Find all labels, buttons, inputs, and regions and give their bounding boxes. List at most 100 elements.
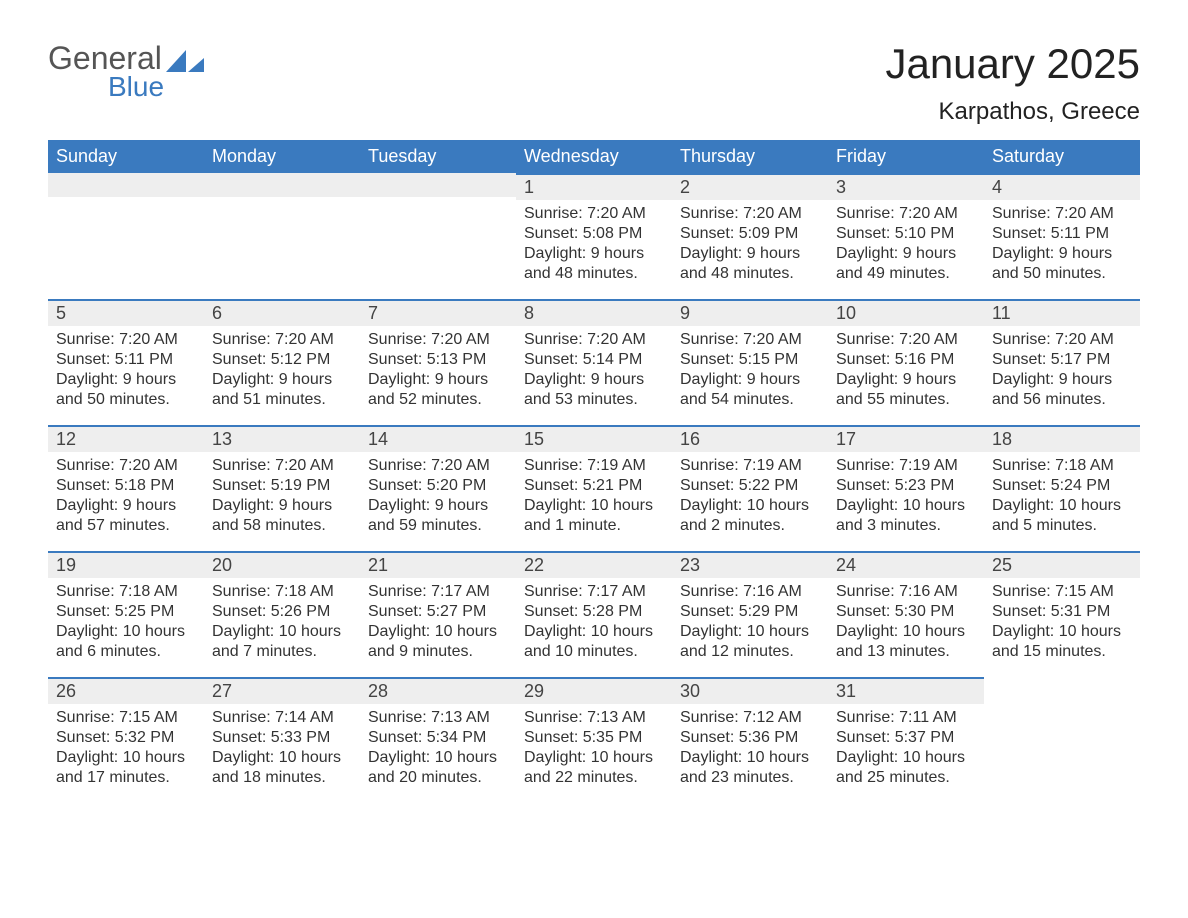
sunrise-line-value: 7:15 AM <box>119 709 178 726</box>
day-body: Sunrise: 7:12 AMSunset: 5:36 PMDaylight:… <box>672 704 828 796</box>
sunrise-line: Sunrise: 7:20 AM <box>836 330 976 350</box>
day-number: 26 <box>48 677 204 704</box>
sunrise-line: Sunrise: 7:15 AM <box>992 582 1132 602</box>
day-number: 5 <box>48 299 204 326</box>
sunrise-line-label: Sunrise: <box>680 331 743 348</box>
sunrise-line-value: 7:17 AM <box>431 583 490 600</box>
sunset-line-label: Sunset: <box>56 477 115 494</box>
sunset-line-label: Sunset: <box>836 603 895 620</box>
sunrise-line-value: 7:20 AM <box>119 457 178 474</box>
calendar-day-cell: 18Sunrise: 7:18 AMSunset: 5:24 PMDayligh… <box>984 425 1140 551</box>
daylight-line: Daylight: 9 hours and 50 minutes. <box>56 370 196 410</box>
daylight-line-label: Daylight: <box>992 245 1059 262</box>
sunset-line-label: Sunset: <box>56 729 115 746</box>
sunset-line-label: Sunset: <box>836 729 895 746</box>
daylight-line: Daylight: 9 hours and 48 minutes. <box>680 244 820 284</box>
day-body: Sunrise: 7:16 AMSunset: 5:29 PMDaylight:… <box>672 578 828 670</box>
sunrise-line: Sunrise: 7:16 AM <box>836 582 976 602</box>
sunset-line-value: 5:14 PM <box>583 351 643 368</box>
day-number: 8 <box>516 299 672 326</box>
day-body: Sunrise: 7:20 AMSunset: 5:10 PMDaylight:… <box>828 200 984 292</box>
weekday-header: Sunday <box>48 140 204 173</box>
day-number: 24 <box>828 551 984 578</box>
daylight-line-label: Daylight: <box>368 749 435 766</box>
sunrise-line: Sunrise: 7:11 AM <box>836 708 976 728</box>
weekday-header: Thursday <box>672 140 828 173</box>
sunrise-line-label: Sunrise: <box>212 583 275 600</box>
calendar-day-cell: 31Sunrise: 7:11 AMSunset: 5:37 PMDayligh… <box>828 677 984 803</box>
calendar-day-cell: 28Sunrise: 7:13 AMSunset: 5:34 PMDayligh… <box>360 677 516 803</box>
sunrise-line-value: 7:20 AM <box>1055 205 1114 222</box>
daylight-line: Daylight: 10 hours and 18 minutes. <box>212 748 352 788</box>
day-body: Sunrise: 7:20 AMSunset: 5:16 PMDaylight:… <box>828 326 984 418</box>
sunset-line-label: Sunset: <box>992 351 1051 368</box>
weekday-header: Wednesday <box>516 140 672 173</box>
sunrise-line-label: Sunrise: <box>212 709 275 726</box>
calendar-day-cell: 21Sunrise: 7:17 AMSunset: 5:27 PMDayligh… <box>360 551 516 677</box>
sunset-line-label: Sunset: <box>836 225 895 242</box>
sunrise-line-label: Sunrise: <box>524 457 587 474</box>
daylight-line: Daylight: 10 hours and 12 minutes. <box>680 622 820 662</box>
calendar-day-cell: 10Sunrise: 7:20 AMSunset: 5:16 PMDayligh… <box>828 299 984 425</box>
sunrise-line: Sunrise: 7:20 AM <box>368 456 508 476</box>
sunrise-line: Sunrise: 7:20 AM <box>992 204 1132 224</box>
sunset-line: Sunset: 5:35 PM <box>524 728 664 748</box>
weekday-header-row: SundayMondayTuesdayWednesdayThursdayFrid… <box>48 140 1140 173</box>
sunset-line: Sunset: 5:16 PM <box>836 350 976 370</box>
calendar-day-cell: 20Sunrise: 7:18 AMSunset: 5:26 PMDayligh… <box>204 551 360 677</box>
sunset-line-value: 5:32 PM <box>115 729 175 746</box>
sunrise-line-label: Sunrise: <box>524 331 587 348</box>
day-number: 29 <box>516 677 672 704</box>
sunrise-line: Sunrise: 7:17 AM <box>368 582 508 602</box>
sunset-line-label: Sunset: <box>680 729 739 746</box>
sunset-line: Sunset: 5:10 PM <box>836 224 976 244</box>
title-block: January 2025 Karpathos, Greece <box>885 40 1140 140</box>
sunset-line-value: 5:29 PM <box>739 603 799 620</box>
daylight-line-label: Daylight: <box>524 497 591 514</box>
sunrise-line: Sunrise: 7:18 AM <box>992 456 1132 476</box>
sunrise-line: Sunrise: 7:16 AM <box>680 582 820 602</box>
sunset-line: Sunset: 5:34 PM <box>368 728 508 748</box>
sunset-line-label: Sunset: <box>524 729 583 746</box>
sunrise-line-label: Sunrise: <box>212 457 275 474</box>
sunrise-line: Sunrise: 7:20 AM <box>836 204 976 224</box>
sunset-line-value: 5:20 PM <box>427 477 487 494</box>
day-body: Sunrise: 7:14 AMSunset: 5:33 PMDaylight:… <box>204 704 360 796</box>
daylight-line: Daylight: 9 hours and 48 minutes. <box>524 244 664 284</box>
weekday-header: Monday <box>204 140 360 173</box>
daylight-line-label: Daylight: <box>680 623 747 640</box>
day-body: Sunrise: 7:17 AMSunset: 5:28 PMDaylight:… <box>516 578 672 670</box>
daylight-line: Daylight: 9 hours and 58 minutes. <box>212 496 352 536</box>
sunrise-line: Sunrise: 7:20 AM <box>680 204 820 224</box>
empty-daynum-strip <box>360 173 516 197</box>
sunrise-line: Sunrise: 7:13 AM <box>524 708 664 728</box>
sunset-line-value: 5:16 PM <box>895 351 955 368</box>
calendar-day-cell: 7Sunrise: 7:20 AMSunset: 5:13 PMDaylight… <box>360 299 516 425</box>
daylight-line-label: Daylight: <box>56 749 123 766</box>
daylight-line: Daylight: 10 hours and 13 minutes. <box>836 622 976 662</box>
calendar-day-cell: 25Sunrise: 7:15 AMSunset: 5:31 PMDayligh… <box>984 551 1140 677</box>
sunrise-line-value: 7:18 AM <box>1055 457 1114 474</box>
sunset-line-label: Sunset: <box>524 477 583 494</box>
sunset-line: Sunset: 5:29 PM <box>680 602 820 622</box>
daylight-line: Daylight: 9 hours and 51 minutes. <box>212 370 352 410</box>
daylight-line-label: Daylight: <box>992 497 1059 514</box>
sunset-line-value: 5:18 PM <box>115 477 175 494</box>
sunrise-line-value: 7:20 AM <box>119 331 178 348</box>
daylight-line-label: Daylight: <box>836 371 903 388</box>
calendar-day-cell: 3Sunrise: 7:20 AMSunset: 5:10 PMDaylight… <box>828 173 984 299</box>
sunrise-line-label: Sunrise: <box>836 457 899 474</box>
calendar-day-cell: 24Sunrise: 7:16 AMSunset: 5:30 PMDayligh… <box>828 551 984 677</box>
daylight-line: Daylight: 9 hours and 54 minutes. <box>680 370 820 410</box>
sunrise-line: Sunrise: 7:20 AM <box>992 330 1132 350</box>
sunrise-line-value: 7:19 AM <box>587 457 646 474</box>
sunrise-line-label: Sunrise: <box>368 709 431 726</box>
sunrise-line: Sunrise: 7:15 AM <box>56 708 196 728</box>
weekday-header: Friday <box>828 140 984 173</box>
sunset-line-value: 5:15 PM <box>739 351 799 368</box>
sunset-line: Sunset: 5:15 PM <box>680 350 820 370</box>
daylight-line: Daylight: 10 hours and 2 minutes. <box>680 496 820 536</box>
calendar-day-cell: 29Sunrise: 7:13 AMSunset: 5:35 PMDayligh… <box>516 677 672 803</box>
sunrise-line-label: Sunrise: <box>680 583 743 600</box>
empty-daynum-strip <box>48 173 204 197</box>
